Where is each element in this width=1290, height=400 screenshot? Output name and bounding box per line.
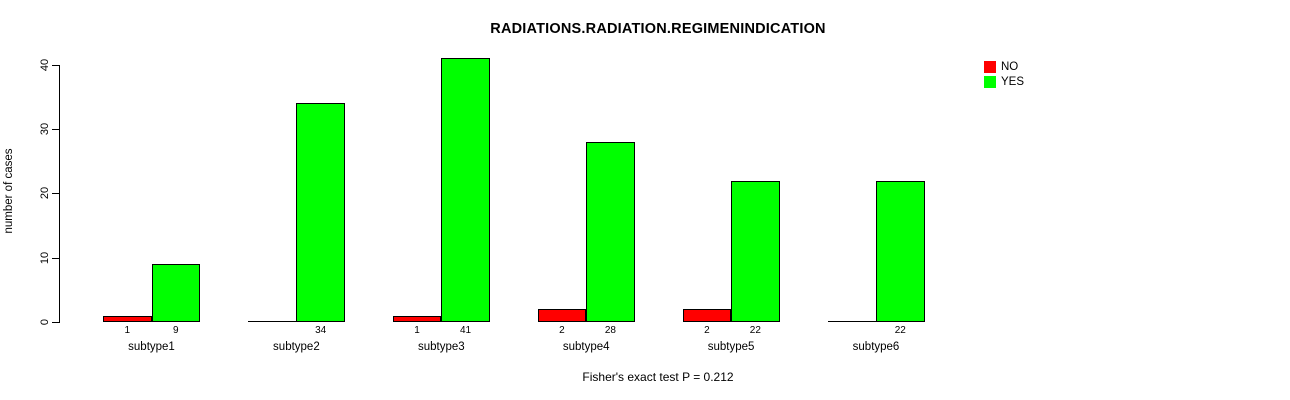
bar-no-subtype4 <box>537 309 587 322</box>
legend-item-yes: YES <box>984 74 1024 89</box>
y-axis-line <box>59 65 60 323</box>
bar-no-subtype3 <box>392 315 442 322</box>
bar-value-label: 22 <box>894 325 906 336</box>
y-axis-tick <box>52 193 59 194</box>
y-axis-tick-label: 0 <box>39 318 51 326</box>
x-category-label: subtype5 <box>707 341 755 353</box>
bar-value-label: 41 <box>459 325 472 336</box>
y-axis-tick-label: 10 <box>39 251 51 265</box>
bar-no-subtype2-zero <box>247 321 297 322</box>
bar-value-label: 22 <box>749 325 761 336</box>
bar-value-label: 2 <box>704 325 710 336</box>
bar-value-label: 28 <box>604 325 616 336</box>
legend: NO YES <box>984 59 1024 89</box>
bar-no-subtype1 <box>103 315 152 322</box>
y-axis-tick-label: 20 <box>39 186 51 200</box>
bar-yes-subtype3 <box>441 58 490 322</box>
legend-item-no: NO <box>984 59 1024 74</box>
legend-label-yes: YES <box>1001 75 1025 88</box>
bar-yes-subtype6 <box>876 180 925 322</box>
y-axis-tick <box>52 129 59 130</box>
bar-yes-subtype2 <box>296 103 345 322</box>
bar-yes-subtype4 <box>586 141 635 322</box>
bar-no-subtype6-zero <box>827 321 876 322</box>
x-category-label: subtype4 <box>562 341 610 353</box>
bar-no-subtype5 <box>682 309 732 322</box>
bar-value-label: 2 <box>559 325 565 336</box>
x-category-label: subtype2 <box>273 341 320 353</box>
legend-label-no: NO <box>1001 60 1019 73</box>
bar-value-label: 9 <box>172 325 179 336</box>
bar-value-label: 1 <box>124 325 131 336</box>
x-category-label: subtype1 <box>128 341 175 353</box>
legend-swatch-no-icon <box>984 60 996 73</box>
legend-swatch-yes-icon <box>984 75 996 88</box>
x-category-label: subtype3 <box>417 341 465 353</box>
bar-yes-subtype1 <box>151 264 200 322</box>
y-axis-tick <box>52 322 59 323</box>
chart-title: RADIATIONS.RADIATION.REGIMENINDICATION <box>490 21 826 37</box>
bar-value-label: 1 <box>414 325 420 336</box>
y-axis-label: number of cases <box>3 148 15 234</box>
y-axis-tick-label: 30 <box>39 122 51 136</box>
y-axis-tick <box>52 258 59 259</box>
bar-yes-subtype5 <box>731 180 780 322</box>
annotation-fisher-test: Fisher's exact test P = 0.212 <box>582 370 734 384</box>
x-category-label: subtype6 <box>852 341 900 353</box>
bar-value-label: 34 <box>315 325 327 336</box>
y-axis-tick <box>52 65 59 66</box>
y-axis-tick-label: 40 <box>39 58 51 72</box>
